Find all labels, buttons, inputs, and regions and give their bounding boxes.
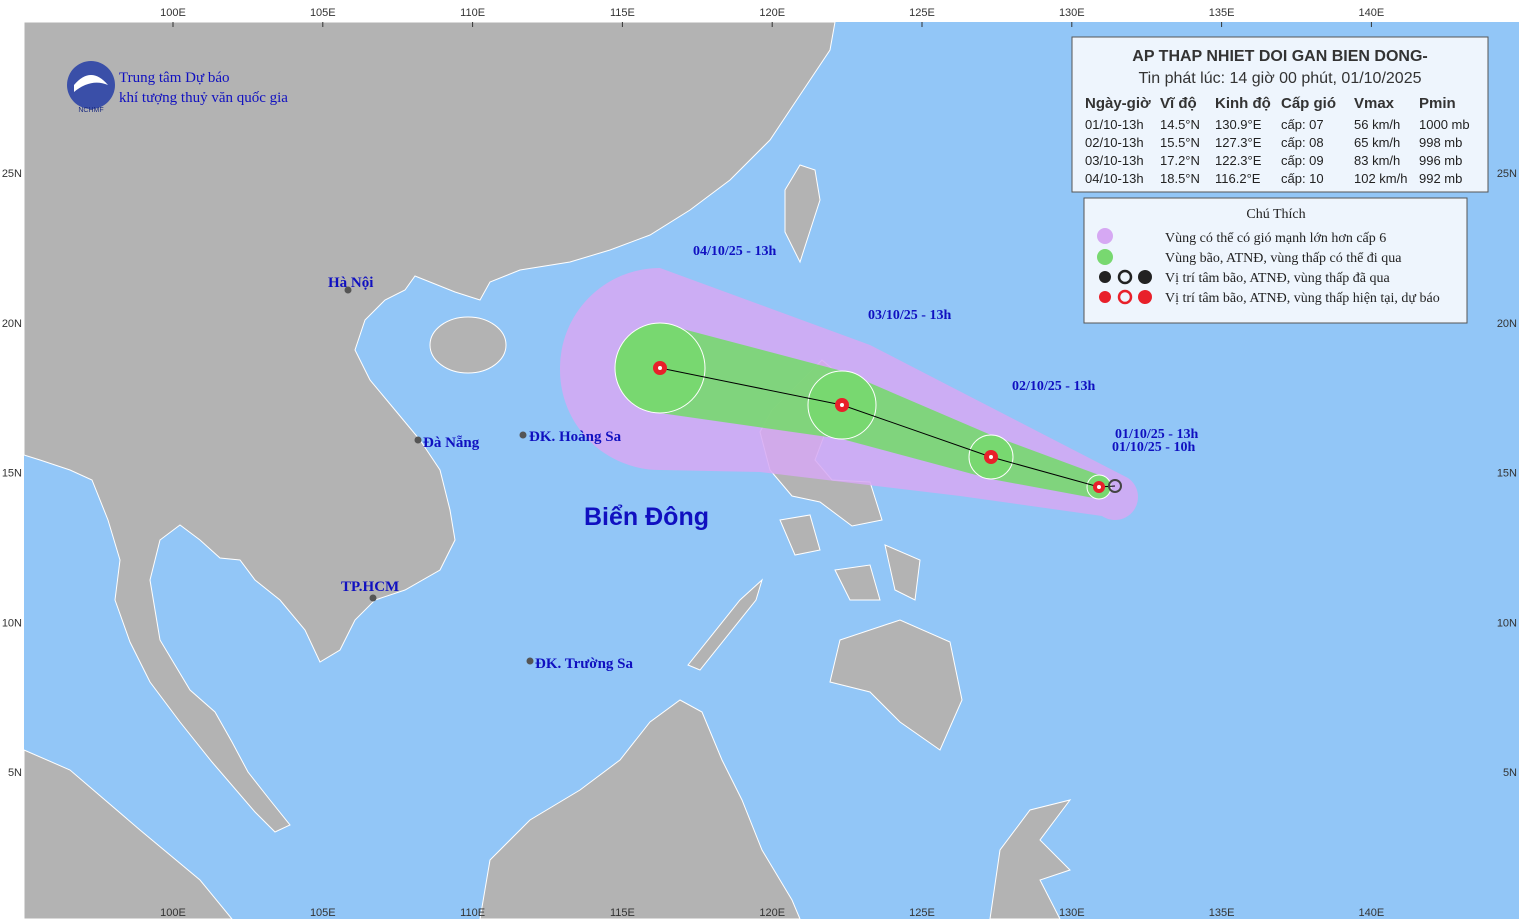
info-box: AP THAP NHIET DOI GAN BIEN DONG- Tin phá… — [1071, 36, 1489, 193]
lon-label: 125E — [909, 7, 935, 19]
track-label: 02/10/25 - 13h — [1012, 379, 1095, 394]
logo-text: NCHMF — [78, 107, 103, 114]
table-header: Ngày-giờ — [1085, 95, 1151, 112]
table-cell: 02/10-13h — [1085, 135, 1144, 150]
lon-label: 100E — [160, 907, 186, 919]
table-cell: cấp: 08 — [1281, 135, 1324, 150]
lon-label: 140E — [1359, 7, 1385, 19]
lat-label: 25N — [1497, 168, 1517, 180]
track-label: 04/10/25 - 13h — [693, 244, 776, 259]
table-cell: cấp: 07 — [1281, 117, 1324, 132]
table-cell: 102 km/h — [1354, 171, 1407, 186]
lat-label: 20N — [2, 318, 22, 330]
place-label: ĐK. Trường Sa — [535, 656, 634, 672]
lon-label: 125E — [909, 907, 935, 919]
logo — [67, 61, 115, 109]
city-dots — [344, 286, 534, 665]
place-label: TP.HCM — [341, 579, 399, 595]
track-label: 03/10/25 - 13h — [868, 308, 951, 323]
legend-item: Vùng có thể có gió mạnh lớn hơn cấp 6 — [1165, 231, 1386, 246]
info-title: AP THAP NHIET DOI GAN BIEN DONG- — [1132, 48, 1427, 65]
table-cell: 1000 mb — [1419, 117, 1470, 132]
legend-swatch — [1097, 249, 1113, 265]
lat-label: 15N — [2, 468, 22, 480]
table-cell: 03/10-13h — [1085, 153, 1144, 168]
table-cell: 65 km/h — [1354, 135, 1400, 150]
place-label: Hà Nội — [328, 275, 373, 291]
lon-label: 135E — [1209, 907, 1235, 919]
lon-label: 110E — [460, 907, 485, 919]
legend-swatch — [1097, 228, 1113, 244]
logo-wave — [74, 75, 108, 92]
lon-label: 120E — [759, 7, 785, 19]
table-cell: 116.2°E — [1215, 171, 1261, 186]
lat-label: 10N — [2, 617, 22, 629]
org-name: Trung tâm Dự báo — [119, 70, 230, 86]
info-table: Ngày-giờ Vĩ độ Kinh độ Cấp gió Vmax Pmin 01/10… — [1085, 95, 1470, 186]
table-header: Vĩ độ — [1160, 95, 1197, 112]
table-cell: 56 km/h — [1354, 117, 1400, 132]
lat-label: 5N — [8, 767, 22, 779]
lon-label: 120E — [759, 907, 785, 919]
lon-label: 105E — [310, 907, 336, 919]
legend-icons — [1099, 269, 1152, 305]
info-issued: Tin phát lúc: 14 giờ 00 phút, 01/10/2025 — [1139, 70, 1422, 87]
lat-label: 20N — [1497, 318, 1517, 330]
org: NCHMF Trung tâm Dự báo khí tượng thuỷ vă… — [67, 61, 288, 114]
table-cell: 996 mb — [1419, 153, 1462, 168]
legend-item: Vùng bão, ATNĐ, vùng thấp có thể đi qua — [1165, 251, 1402, 266]
place-label: Đà Nẵng — [423, 435, 480, 451]
table-cell: 15.5°N — [1160, 135, 1200, 150]
lon-label: 105E — [310, 7, 336, 19]
table-cell: 122.3°E — [1215, 153, 1262, 168]
table-header: Vmax — [1354, 95, 1395, 112]
lon-label: 140E — [1359, 907, 1385, 919]
legend-item: Vị trí tâm bão, ATNĐ, vùng thấp hiện tại… — [1165, 291, 1440, 306]
place-label: ĐK. Hoàng Sa — [529, 429, 622, 445]
legend-title: Chú Thích — [1246, 207, 1305, 222]
lon-label: 115E — [610, 7, 635, 19]
table-cell: 04/10-13h — [1085, 171, 1144, 186]
table-cell: 998 mb — [1419, 135, 1462, 150]
info-panel — [1071, 36, 1489, 193]
lat-label: 25N — [2, 168, 22, 180]
lon-label: 110E — [460, 7, 485, 19]
lat-label: 10N — [1497, 617, 1517, 629]
table-header: Kinh độ — [1215, 95, 1271, 112]
table-cell: 130.9°E — [1215, 117, 1262, 132]
lat-label: 5N — [1503, 767, 1517, 779]
lon-label: 100E — [160, 7, 186, 19]
table-header: Cấp gió — [1281, 95, 1336, 112]
lat-label: 15N — [1497, 468, 1517, 480]
track-label: 01/10/25 - 13h — [1115, 427, 1198, 442]
lon-label: 130E — [1059, 907, 1085, 919]
track-label: 01/10/25 - 10h — [1112, 440, 1195, 455]
table-cell: 992 mb — [1419, 171, 1462, 186]
table-cell: 17.2°N — [1160, 153, 1200, 168]
legend-item: Vị trí tâm bão, ATNĐ, vùng thấp đã qua — [1165, 271, 1391, 286]
graticule-labels: 100E 100E 105E 105E 110E 110E 115E 115E 120E 120E… — [2, 7, 1517, 919]
storm-icons — [653, 361, 1122, 493]
table-cell: cấp: 10 — [1281, 171, 1324, 186]
lon-label: 115E — [610, 907, 635, 919]
legend: Chú Thích Vùng có thể có gió mạnh lớn hơ… — [1083, 197, 1468, 324]
table-header: Pmin — [1419, 95, 1456, 112]
table-cell: 01/10-13h — [1085, 117, 1144, 132]
table-cell: 18.5°N — [1160, 171, 1200, 186]
lon-label: 135E — [1209, 7, 1235, 19]
table-cell: cấp: 09 — [1281, 153, 1324, 168]
lon-label: 130E — [1059, 7, 1085, 19]
sea-label: Biển Đông — [584, 503, 709, 531]
table-cell: 83 km/h — [1354, 153, 1400, 168]
table-cell: 127.3°E — [1215, 135, 1262, 150]
org-name: khí tượng thuỷ văn quốc gia — [119, 90, 288, 106]
table-cell: 14.5°N — [1160, 117, 1200, 132]
